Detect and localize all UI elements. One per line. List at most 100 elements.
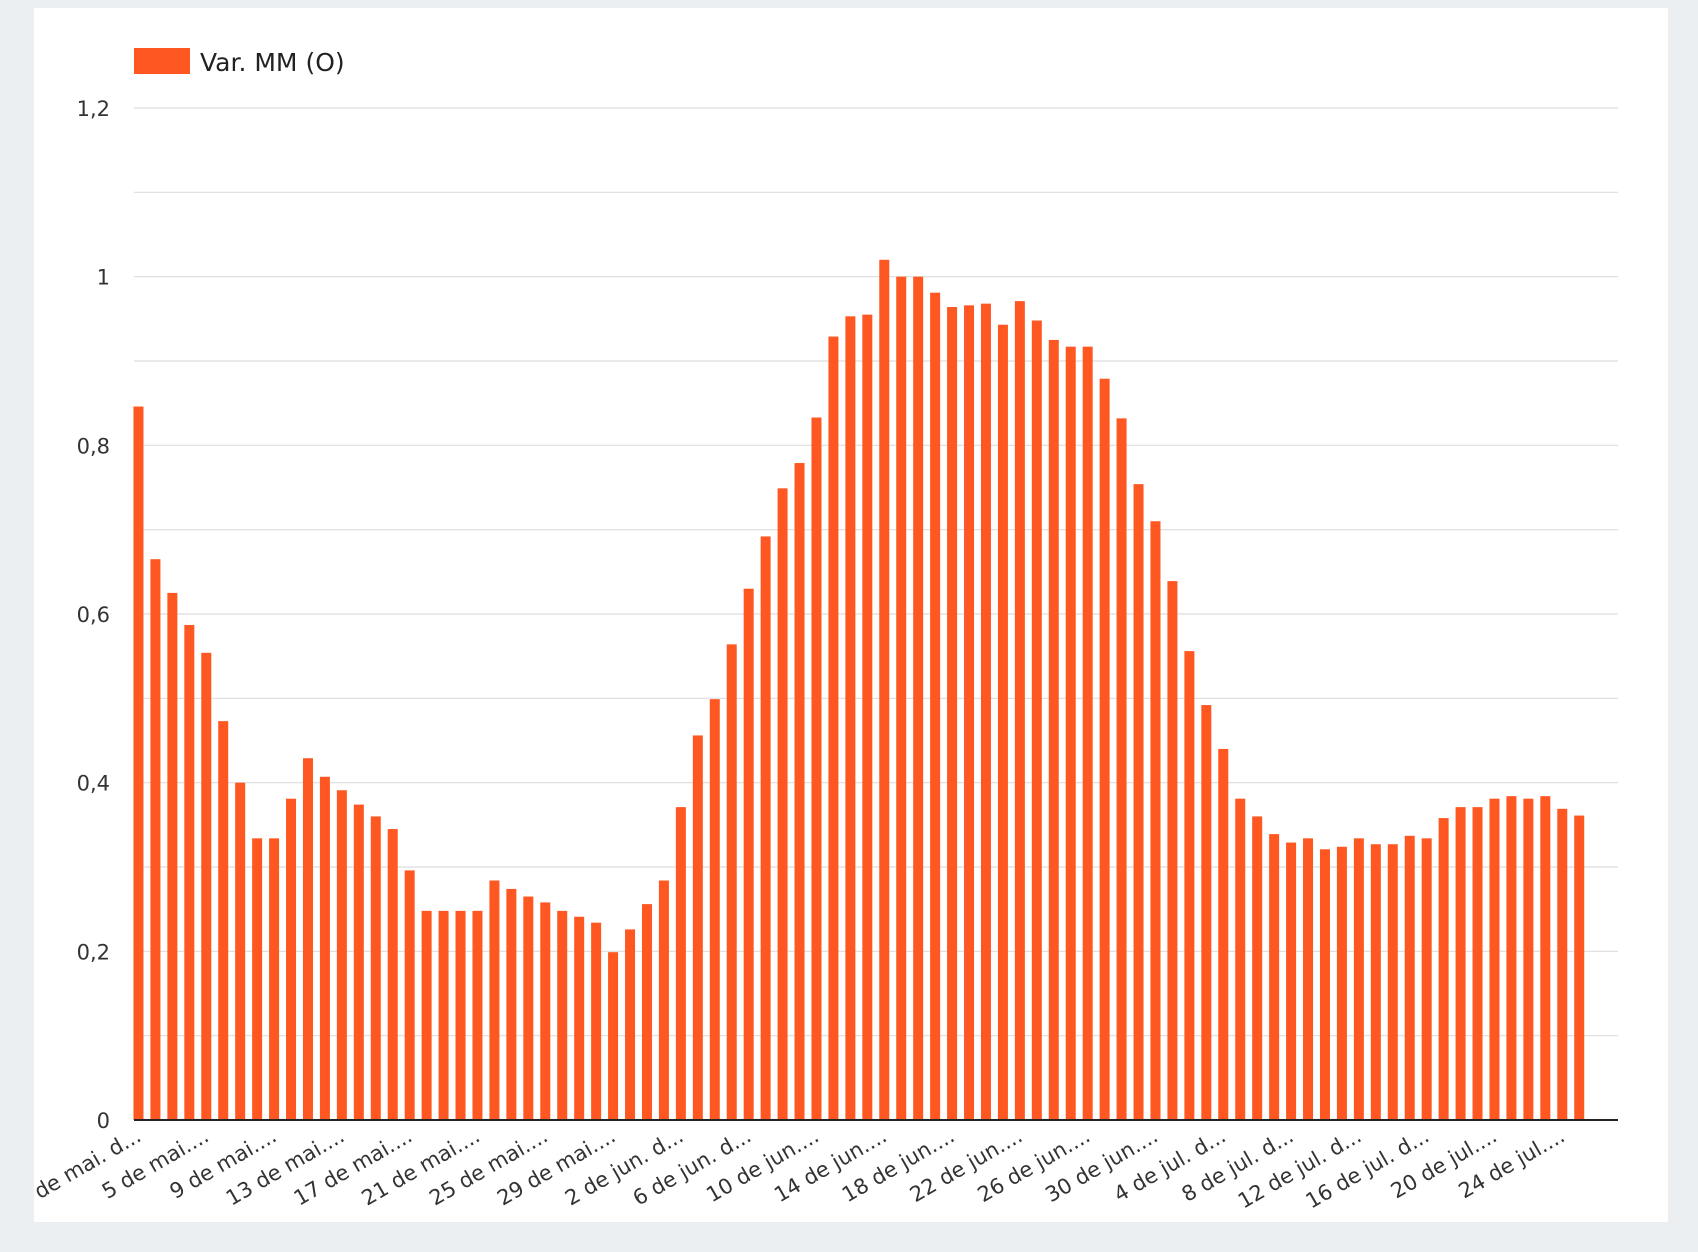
- bar[interactable]: [1455, 807, 1466, 1120]
- bar[interactable]: [336, 790, 347, 1120]
- bar[interactable]: [777, 488, 788, 1120]
- bar[interactable]: [1048, 339, 1059, 1121]
- bar[interactable]: [692, 735, 703, 1120]
- bar[interactable]: [574, 916, 585, 1120]
- bar[interactable]: [1218, 748, 1229, 1120]
- bar[interactable]: [184, 624, 195, 1120]
- bar[interactable]: [302, 758, 313, 1120]
- legend-swatch[interactable]: [134, 48, 190, 74]
- bar[interactable]: [1286, 842, 1297, 1120]
- bar[interactable]: [760, 536, 771, 1120]
- bar[interactable]: [947, 307, 958, 1120]
- bar[interactable]: [201, 652, 212, 1120]
- bar[interactable]: [286, 798, 297, 1120]
- bar[interactable]: [641, 904, 652, 1120]
- bar[interactable]: [1353, 838, 1364, 1120]
- bar[interactable]: [235, 782, 246, 1120]
- bar[interactable]: [167, 592, 178, 1120]
- bar[interactable]: [1031, 320, 1042, 1120]
- bar[interactable]: [1387, 844, 1398, 1120]
- bar[interactable]: [591, 922, 602, 1120]
- legend-label[interactable]: Var. MM (O): [200, 48, 345, 77]
- bar[interactable]: [1235, 798, 1246, 1120]
- bar[interactable]: [421, 910, 432, 1120]
- bar[interactable]: [1252, 816, 1263, 1120]
- bar[interactable]: [1370, 844, 1381, 1120]
- bar[interactable]: [1133, 484, 1144, 1120]
- bar[interactable]: [1099, 378, 1110, 1121]
- bar[interactable]: [625, 929, 636, 1120]
- bar[interactable]: [387, 829, 398, 1120]
- bar[interactable]: [438, 910, 449, 1120]
- y-axis-ticks: 0 0,2 0,4 0,6 0,8 1 1,2: [77, 97, 110, 1133]
- bar[interactable]: [811, 417, 822, 1121]
- bar[interactable]: [1014, 301, 1025, 1121]
- bar[interactable]: [370, 816, 381, 1120]
- bar[interactable]: [964, 305, 975, 1121]
- bar[interactable]: [1116, 418, 1127, 1120]
- bar[interactable]: [1082, 346, 1093, 1120]
- bar[interactable]: [353, 804, 364, 1120]
- bar[interactable]: [252, 838, 263, 1120]
- bar[interactable]: [557, 910, 568, 1120]
- bar[interactable]: [1184, 651, 1195, 1120]
- bar[interactable]: [862, 314, 873, 1120]
- bar[interactable]: [150, 559, 161, 1120]
- legend[interactable]: Var. MM (O): [134, 48, 345, 77]
- bar[interactable]: [1269, 834, 1280, 1120]
- bar[interactable]: [828, 336, 839, 1120]
- bar[interactable]: [1336, 846, 1347, 1120]
- bar[interactable]: [896, 276, 907, 1121]
- x-axis-ticks: de mai. d...5 de mai....9 de mai....13 d…: [34, 1124, 1569, 1214]
- bar[interactable]: [658, 880, 669, 1120]
- bar-chart: 0 0,2 0,4 0,6 0,8 1 1,2 de mai. d...5 de mai..…: [34, 48, 1618, 1214]
- bar[interactable]: [930, 292, 941, 1120]
- bar[interactable]: [879, 259, 890, 1120]
- y-tick-label: 1: [97, 266, 110, 290]
- bar[interactable]: [506, 888, 517, 1120]
- bar[interactable]: [1201, 705, 1212, 1120]
- chart-card: 0 0,2 0,4 0,6 0,8 1 1,2 de mai. d... 5 de mai..…: [34, 8, 1668, 1222]
- bar[interactable]: [1540, 796, 1551, 1120]
- grid-lines: [134, 107, 1618, 1037]
- bar-series: [133, 259, 1585, 1121]
- bar[interactable]: [675, 807, 686, 1120]
- bar[interactable]: [1319, 849, 1330, 1120]
- bar[interactable]: [743, 588, 754, 1120]
- bar[interactable]: [1472, 807, 1483, 1120]
- bar[interactable]: [472, 910, 483, 1120]
- bar[interactable]: [1574, 815, 1585, 1120]
- bar[interactable]: [845, 316, 856, 1120]
- bar[interactable]: [1065, 346, 1076, 1120]
- y-tick-label: 0,8: [77, 434, 110, 458]
- bar[interactable]: [1489, 798, 1500, 1120]
- bar[interactable]: [1523, 798, 1534, 1120]
- bar[interactable]: [726, 644, 737, 1120]
- bar[interactable]: [608, 952, 619, 1120]
- bar[interactable]: [1303, 838, 1314, 1120]
- bar[interactable]: [1404, 835, 1415, 1120]
- bar[interactable]: [794, 463, 805, 1120]
- bar[interactable]: [540, 902, 551, 1120]
- bar[interactable]: [489, 880, 500, 1120]
- y-tick-label: 0,4: [77, 772, 110, 796]
- bar[interactable]: [404, 870, 415, 1120]
- bar[interactable]: [319, 776, 330, 1120]
- bar[interactable]: [133, 406, 144, 1120]
- bar[interactable]: [1150, 521, 1161, 1120]
- bar[interactable]: [218, 721, 229, 1120]
- y-tick-label: 0,2: [77, 940, 110, 964]
- bar[interactable]: [913, 276, 924, 1121]
- bar[interactable]: [709, 699, 720, 1120]
- bar[interactable]: [269, 838, 280, 1120]
- bar[interactable]: [523, 896, 534, 1120]
- bar[interactable]: [1557, 808, 1568, 1120]
- bar[interactable]: [1506, 796, 1517, 1120]
- bar[interactable]: [980, 303, 991, 1120]
- bar[interactable]: [455, 910, 466, 1120]
- bar[interactable]: [1167, 581, 1178, 1120]
- bar[interactable]: [997, 324, 1008, 1120]
- y-tick-label: 0,6: [77, 603, 110, 627]
- bar[interactable]: [1421, 838, 1432, 1120]
- bar[interactable]: [1438, 818, 1449, 1120]
